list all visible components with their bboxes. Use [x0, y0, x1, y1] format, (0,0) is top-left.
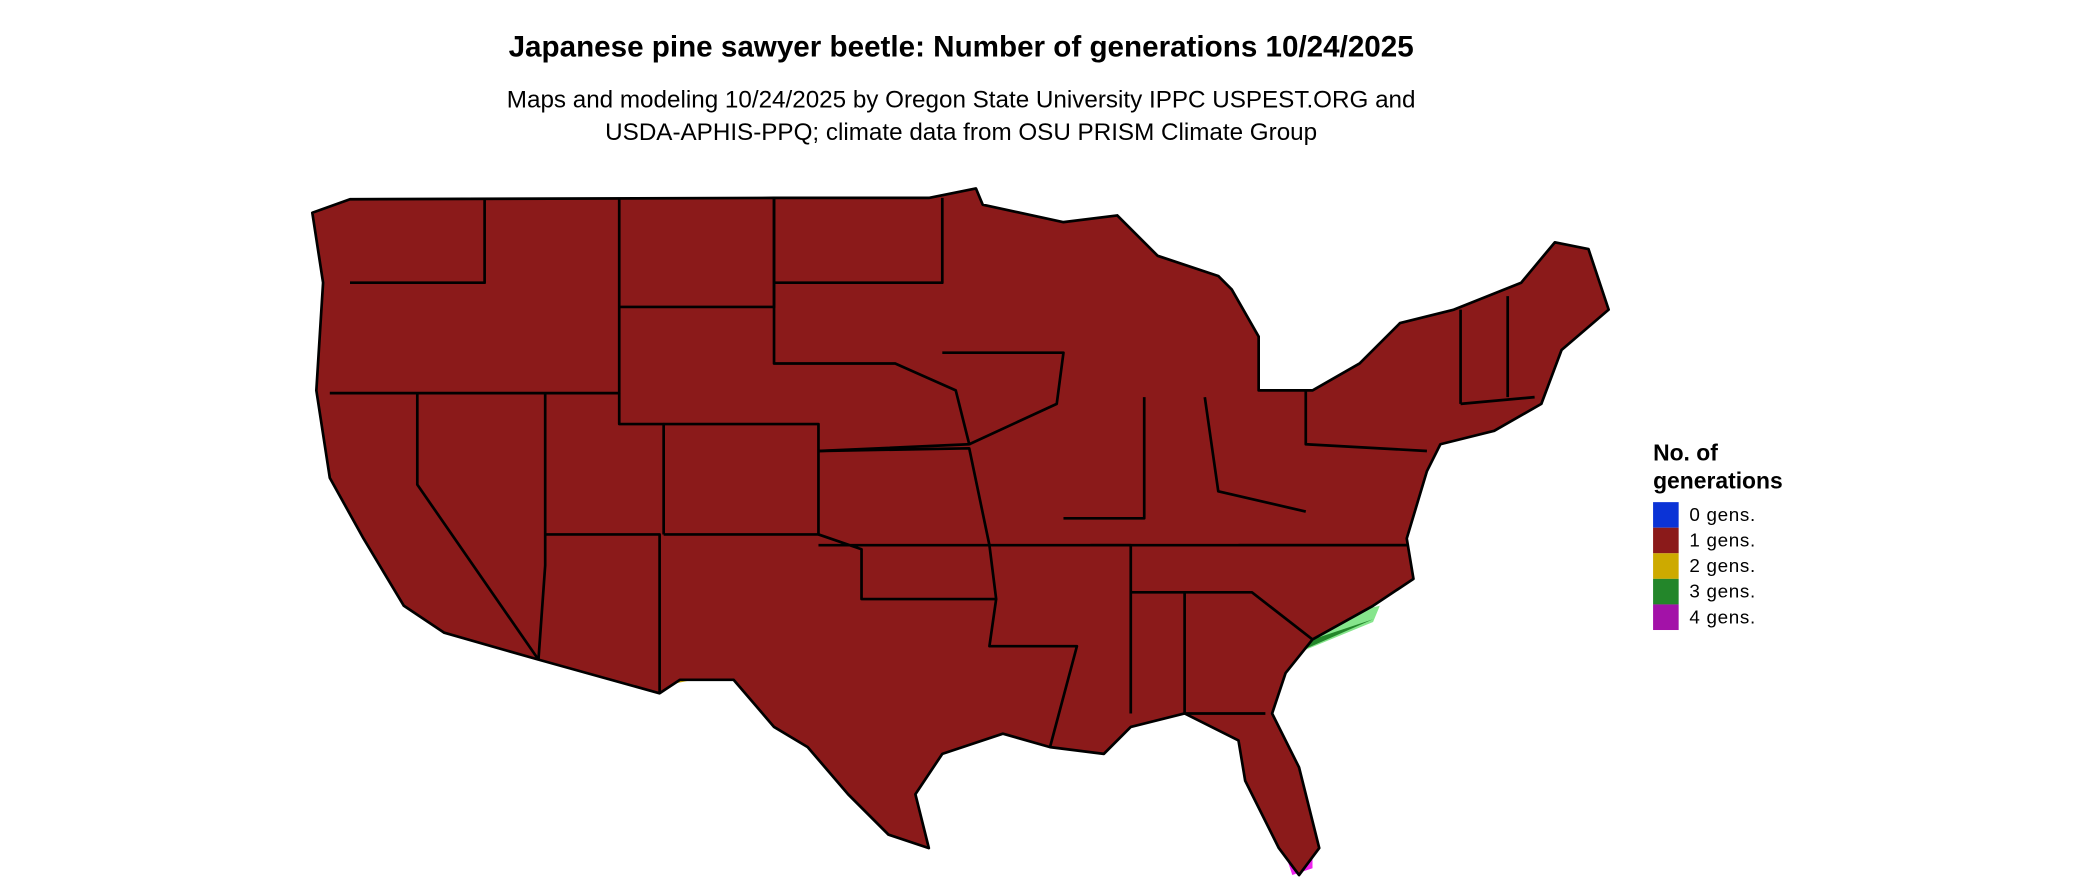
legend-label: 2 gens. — [1689, 555, 1755, 576]
legend: No. of generations 0 gens. 1 gens. 2 gens.… — [1653, 439, 1783, 631]
legend-swatch — [1653, 502, 1679, 528]
legend-label: 1 gens. — [1689, 530, 1755, 551]
legend-swatch — [1653, 578, 1679, 605]
legend-swatch — [1653, 527, 1679, 554]
us-map — [310, 187, 1611, 877]
legend-label: 3 gens. — [1689, 581, 1755, 602]
subtitle: Maps and modeling 10/24/2025 by Oregon S… — [507, 87, 1416, 114]
legend-swatch — [1653, 604, 1679, 631]
legend-title: generations — [1653, 468, 1783, 494]
legend-label: 0 gens. — [1689, 504, 1755, 525]
legend-label: 4 gens. — [1689, 606, 1755, 627]
state-borders — [310, 187, 1611, 877]
subtitle: USDA-APHIS-PPQ; climate data from OSU PR… — [605, 119, 1317, 146]
legend-title: No. of — [1653, 439, 1718, 465]
title: Japanese pine sawyer beetle: Number of g… — [509, 31, 1414, 64]
legend-swatch — [1653, 553, 1679, 579]
